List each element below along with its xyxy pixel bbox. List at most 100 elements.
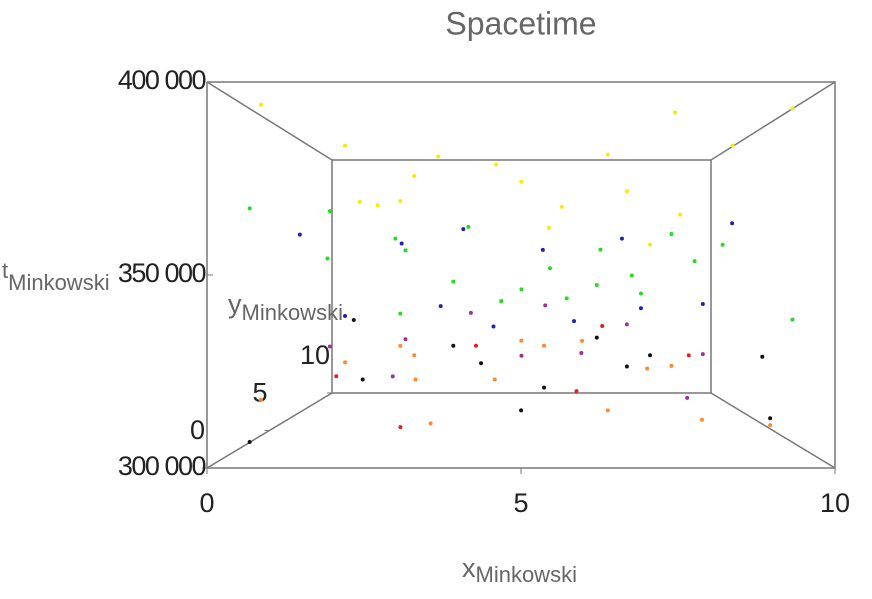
point bbox=[700, 352, 705, 357]
point bbox=[436, 154, 441, 159]
point bbox=[468, 310, 473, 315]
point bbox=[574, 389, 579, 394]
chart-title: Spacetime bbox=[445, 5, 596, 41]
point bbox=[494, 162, 499, 167]
point bbox=[572, 319, 577, 324]
point bbox=[638, 306, 643, 311]
point bbox=[548, 266, 553, 271]
point bbox=[678, 212, 683, 217]
x-axis-label: xMinkowski bbox=[462, 553, 577, 587]
point bbox=[451, 279, 456, 284]
point bbox=[600, 324, 605, 329]
point bbox=[403, 248, 408, 253]
point bbox=[499, 299, 504, 304]
point bbox=[700, 301, 705, 306]
point bbox=[398, 199, 403, 204]
point bbox=[390, 374, 395, 379]
point bbox=[412, 353, 417, 358]
point bbox=[327, 209, 332, 214]
point bbox=[393, 236, 398, 241]
z-tick-label: 300 000 bbox=[118, 451, 206, 481]
point bbox=[542, 343, 547, 348]
point bbox=[686, 353, 691, 358]
point bbox=[334, 374, 339, 379]
point bbox=[438, 304, 443, 309]
z-tick-label: 350 000 bbox=[118, 258, 206, 288]
point bbox=[399, 241, 404, 246]
point bbox=[720, 242, 725, 247]
point bbox=[645, 366, 650, 371]
point bbox=[491, 324, 496, 329]
point bbox=[669, 232, 674, 237]
y-tick-label: 5 bbox=[252, 378, 267, 408]
point bbox=[357, 199, 362, 204]
point bbox=[594, 283, 599, 288]
point bbox=[594, 335, 599, 340]
point bbox=[730, 221, 735, 226]
point bbox=[598, 247, 603, 252]
point bbox=[343, 360, 348, 365]
point bbox=[247, 206, 252, 211]
point bbox=[605, 408, 610, 413]
y-tick-label: 0 bbox=[190, 415, 205, 445]
point bbox=[343, 143, 348, 148]
point bbox=[398, 343, 403, 348]
point bbox=[428, 421, 433, 426]
point bbox=[768, 416, 773, 421]
point bbox=[451, 343, 456, 348]
point bbox=[624, 322, 629, 327]
point bbox=[258, 397, 263, 402]
z-tick-label: 400 000 bbox=[118, 65, 206, 95]
z-axis-subscript: Minkowski bbox=[8, 270, 109, 295]
point bbox=[579, 350, 584, 355]
point bbox=[519, 338, 524, 343]
point bbox=[790, 317, 795, 322]
point bbox=[375, 203, 380, 208]
point bbox=[466, 224, 471, 229]
point bbox=[540, 247, 545, 252]
point bbox=[297, 232, 302, 237]
point bbox=[669, 363, 674, 368]
x-tick-label: 10 bbox=[820, 488, 850, 518]
box-back bbox=[331, 159, 712, 394]
point bbox=[624, 189, 629, 194]
point bbox=[519, 179, 524, 184]
point bbox=[629, 273, 634, 278]
point bbox=[542, 385, 547, 390]
point bbox=[398, 311, 403, 316]
point bbox=[648, 353, 653, 358]
point bbox=[699, 417, 704, 422]
point bbox=[403, 337, 408, 342]
point bbox=[692, 259, 697, 264]
point bbox=[624, 364, 629, 369]
point bbox=[247, 439, 252, 444]
point bbox=[564, 296, 569, 301]
point bbox=[638, 291, 643, 296]
point bbox=[559, 204, 564, 209]
y-axis-symbol: y bbox=[228, 289, 242, 319]
z-axis-symbol: t bbox=[2, 258, 8, 283]
box-edge bbox=[710, 81, 836, 161]
point bbox=[730, 143, 735, 148]
point bbox=[790, 106, 795, 111]
point bbox=[685, 395, 690, 400]
x-tick-label: 5 bbox=[513, 488, 528, 518]
point bbox=[412, 174, 417, 179]
y-axis-label: yMinkowski bbox=[228, 289, 343, 325]
point bbox=[519, 408, 524, 413]
point bbox=[343, 313, 348, 318]
point bbox=[325, 256, 330, 261]
point bbox=[258, 102, 263, 107]
point bbox=[360, 377, 365, 382]
point bbox=[619, 236, 624, 241]
point bbox=[519, 353, 524, 358]
y-tick-label: 10 bbox=[300, 340, 330, 370]
point bbox=[413, 377, 418, 382]
point bbox=[543, 303, 548, 308]
x-axis-subscript: Minkowski bbox=[476, 562, 577, 587]
point bbox=[351, 318, 356, 323]
point bbox=[768, 423, 773, 428]
box-edge bbox=[710, 392, 836, 469]
point bbox=[492, 377, 497, 382]
